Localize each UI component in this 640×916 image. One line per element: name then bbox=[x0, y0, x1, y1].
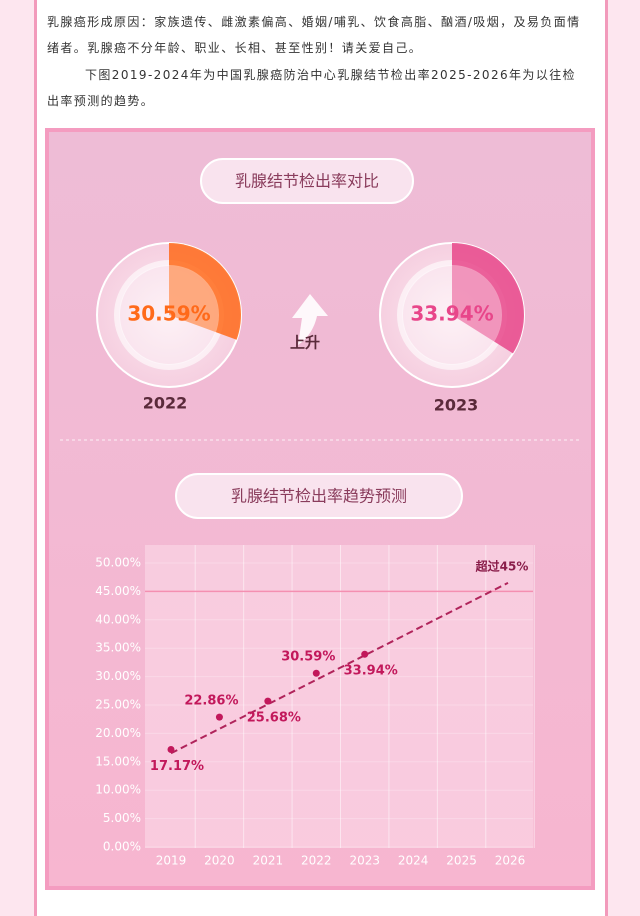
donut-value: 33.94% bbox=[410, 302, 493, 326]
y-tick-label: 45.00% bbox=[95, 584, 141, 598]
y-tick-label: 10.00% bbox=[95, 783, 141, 797]
data-label: 25.68% bbox=[247, 711, 301, 726]
point bbox=[215, 713, 223, 721]
y-tick-label: 50.00% bbox=[95, 556, 141, 570]
point bbox=[167, 745, 175, 753]
donut-arc bbox=[169, 243, 241, 340]
x-tick-label: 2026 bbox=[495, 854, 526, 868]
change-label: 上升 bbox=[290, 334, 320, 352]
x-tick-label: 2021 bbox=[253, 854, 284, 868]
data-label: 17.17% bbox=[150, 759, 204, 774]
y-tick-label: 40.00% bbox=[95, 612, 141, 626]
donut-inner bbox=[119, 265, 219, 365]
data-label: 33.94% bbox=[344, 664, 398, 679]
trend-line bbox=[170, 581, 509, 755]
comparison-title: 乳腺结节检出率对比 bbox=[235, 172, 379, 191]
title-pill bbox=[200, 158, 414, 204]
y-tick-label: 15.00% bbox=[95, 754, 141, 768]
data-label: 22.86% bbox=[184, 694, 238, 709]
paragraph: 乳腺癌形成原因：家族遗传、雌激素偏高、婚姻/哺乳、饮食高脂、酗酒/吸烟，及易负面… bbox=[47, 15, 581, 55]
x-tick-label: 2023 bbox=[349, 854, 380, 868]
y-tick-label: 25.00% bbox=[95, 698, 141, 712]
donut-year: 2023 bbox=[434, 396, 479, 415]
y-tick-label: 0.00% bbox=[103, 840, 141, 854]
x-tick-label: 2025 bbox=[446, 854, 477, 868]
y-tick-label: 5.00% bbox=[103, 811, 141, 825]
annotation: 超过45% bbox=[475, 558, 529, 573]
donut-arc bbox=[452, 243, 524, 354]
plot-area bbox=[145, 545, 533, 848]
data-label: 30.59% bbox=[281, 650, 335, 665]
y-tick-label: 35.00% bbox=[95, 641, 141, 655]
y-tick-label: 20.00% bbox=[95, 726, 141, 740]
x-tick-label: 2024 bbox=[398, 854, 429, 868]
title-pill bbox=[175, 473, 463, 519]
x-tick-label: 2022 bbox=[301, 854, 332, 868]
donut-value: 30.59% bbox=[127, 302, 210, 326]
point bbox=[361, 650, 369, 658]
arrow-icon bbox=[292, 294, 328, 345]
donut-inner bbox=[402, 265, 502, 365]
donut-year: 2022 bbox=[143, 394, 188, 413]
point bbox=[312, 669, 320, 677]
x-tick-label: 2020 bbox=[204, 854, 235, 868]
chart-title: 乳腺结节检出率趋势预测 bbox=[231, 487, 407, 506]
paragraph: 下图2019-2024年为中国乳腺癌防治中心乳腺结节检出率2025-2026年为… bbox=[47, 68, 577, 108]
x-tick-label: 2019 bbox=[156, 854, 187, 868]
y-tick-label: 30.00% bbox=[95, 669, 141, 683]
point bbox=[264, 697, 272, 705]
